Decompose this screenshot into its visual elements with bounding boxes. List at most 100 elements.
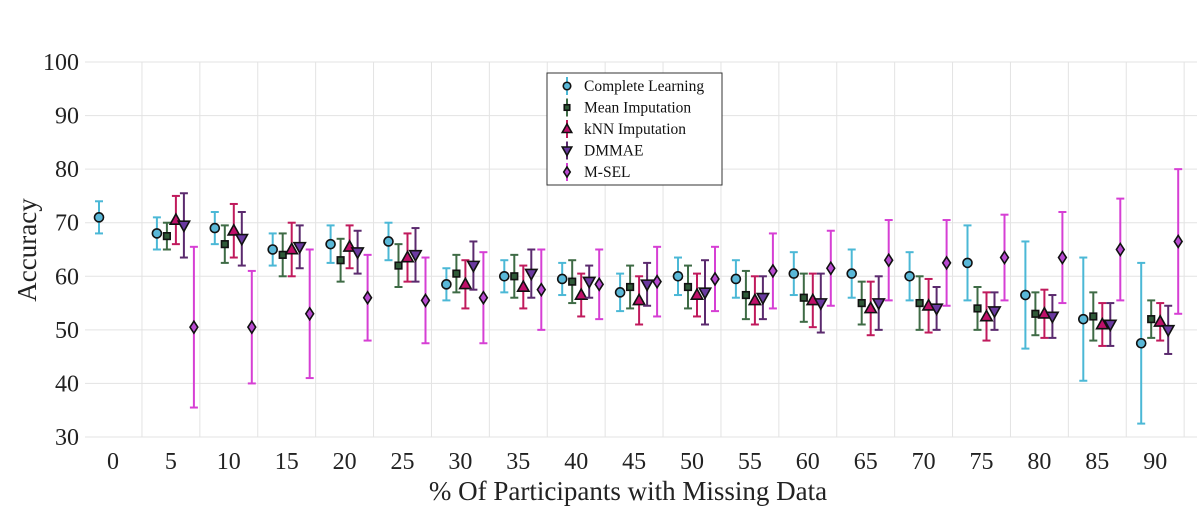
data-point	[93, 212, 105, 223]
data-point	[979, 308, 994, 322]
x-tick-label: 25	[391, 449, 415, 475]
data-point	[813, 298, 828, 311]
data-point	[209, 222, 221, 234]
data-point	[632, 292, 647, 306]
data-point	[441, 279, 452, 290]
x-tick-label: 70	[912, 449, 936, 475]
data-point	[689, 287, 705, 301]
data-point	[466, 260, 481, 274]
data-point	[1173, 233, 1184, 249]
data-point	[362, 290, 373, 306]
data-point	[904, 270, 915, 282]
series-layer	[93, 168, 1184, 425]
data-point	[1103, 319, 1118, 333]
y-tick-label: 70	[55, 211, 79, 237]
data-point	[825, 260, 836, 276]
data-point	[325, 238, 336, 250]
data-point	[394, 261, 403, 270]
data-point	[799, 293, 808, 302]
data-point	[516, 279, 531, 293]
legend-swatch-marker	[562, 81, 572, 91]
x-tick-label: 50	[680, 449, 704, 475]
data-point	[929, 303, 944, 317]
data-point	[278, 250, 287, 259]
data-point	[452, 269, 461, 278]
series-complete-learning	[93, 200, 1147, 425]
data-point	[304, 306, 315, 322]
data-point	[267, 244, 279, 255]
data-point	[625, 282, 635, 292]
x-axis-title: % Of Participants with Missing Data	[429, 476, 827, 506]
data-point	[400, 249, 415, 263]
data-point	[594, 276, 605, 292]
data-point	[383, 236, 394, 247]
x-tick-label: 55	[738, 449, 762, 475]
legend-entry: M-SEL	[584, 164, 631, 181]
data-point	[987, 306, 1002, 319]
data-point	[151, 228, 163, 239]
data-point	[420, 292, 431, 308]
data-point	[640, 279, 655, 292]
legend-entry: Mean Imputation	[584, 100, 691, 117]
data-point	[747, 292, 762, 306]
x-tick-label: 35	[506, 449, 530, 475]
data-point	[1161, 324, 1176, 338]
data-point	[1147, 315, 1156, 324]
data-point	[788, 268, 800, 279]
x-tick-label: 45	[622, 449, 646, 475]
legend-swatch-marker	[563, 103, 571, 112]
data-point	[1089, 312, 1098, 321]
data-point	[478, 290, 489, 306]
data-point	[1095, 316, 1110, 330]
legend-entry: Complete Learning	[584, 78, 704, 95]
y-tick-label: 30	[55, 425, 79, 451]
data-point	[741, 290, 750, 300]
series-dmmae	[176, 192, 1176, 355]
data-point	[1078, 313, 1089, 325]
data-point	[226, 223, 241, 236]
data-point	[536, 282, 547, 298]
data-point	[408, 249, 423, 263]
data-point	[999, 250, 1010, 266]
data-point	[176, 220, 191, 234]
data-point	[1031, 309, 1040, 318]
data-point	[1020, 289, 1031, 301]
x-tick-label: 30	[448, 449, 472, 475]
y-tick-label: 60	[55, 264, 79, 290]
data-point	[524, 268, 539, 282]
data-point	[883, 252, 894, 268]
data-point	[962, 257, 973, 269]
y-tick-label: 100	[43, 50, 79, 76]
x-tick-label: 80	[1027, 449, 1051, 475]
legend-entry: kNN Imputation	[584, 121, 686, 138]
data-point	[697, 287, 713, 300]
data-point	[574, 287, 589, 301]
x-tick-label: 40	[564, 449, 588, 475]
data-point	[1153, 314, 1168, 327]
data-point	[941, 255, 952, 271]
data-point	[336, 256, 345, 265]
data-point	[350, 247, 365, 260]
series-knn-imputation	[168, 194, 1168, 347]
data-point	[768, 263, 778, 279]
data-point	[458, 276, 473, 290]
data-point	[498, 270, 510, 282]
data-point	[568, 277, 577, 286]
data-point	[292, 241, 307, 255]
series-m-sel	[189, 168, 1184, 409]
data-point	[284, 241, 299, 255]
x-tick-label: 60	[796, 449, 820, 475]
legend-swatch-marker	[560, 122, 574, 134]
data-point	[556, 273, 568, 285]
data-point	[220, 240, 229, 249]
data-point	[871, 298, 886, 311]
data-point	[710, 271, 720, 287]
x-tick-label: 0	[107, 449, 119, 475]
y-tick-label: 90	[55, 104, 79, 130]
x-tick-label: 75	[970, 449, 994, 475]
legend-swatch-marker	[560, 146, 574, 158]
data-point	[857, 298, 866, 308]
data-point	[863, 300, 878, 314]
y-axis-title: Accuracy	[12, 198, 42, 302]
